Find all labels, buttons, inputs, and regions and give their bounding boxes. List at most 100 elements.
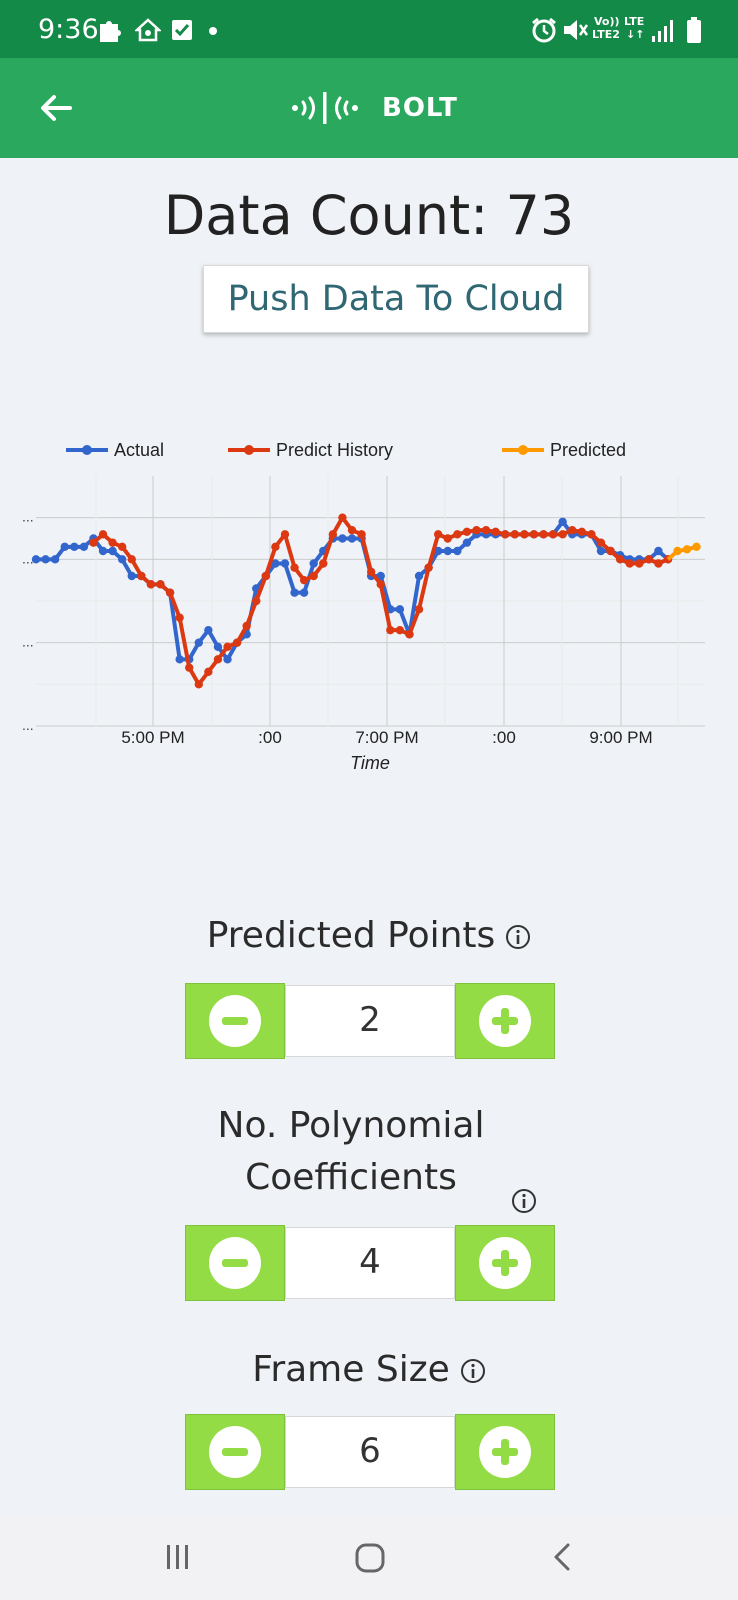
info-icon[interactable] <box>460 1358 486 1384</box>
data-point <box>481 525 491 535</box>
dot-icon <box>209 27 217 35</box>
predicted-points-stepper: 2 <box>185 983 555 1059</box>
increment-button[interactable] <box>455 983 555 1059</box>
data-point <box>328 530 338 539</box>
x-axis-title: Time <box>350 753 390 773</box>
y-tick-label: ... <box>22 717 34 733</box>
legend-item: Predict History <box>228 440 393 460</box>
data-point <box>395 625 405 635</box>
data-point <box>280 530 290 539</box>
data-point <box>89 538 98 547</box>
data-point <box>175 655 184 664</box>
signal-icon <box>652 20 673 42</box>
data-point <box>108 546 117 556</box>
frame-size-value[interactable]: 6 <box>285 1416 455 1488</box>
data-point <box>405 630 414 639</box>
polynomial-coefficients-label: No. Polynomial Coefficients <box>0 1100 738 1213</box>
decrement-button[interactable] <box>185 983 285 1059</box>
line-chart: ............ 5:00 PM:00 7:00 PM:00 9:00 PM T… <box>22 440 705 773</box>
recents-icon[interactable] <box>164 1542 192 1572</box>
info-icon[interactable] <box>511 1188 537 1214</box>
y-tick-label: ... <box>22 509 34 525</box>
x-tick-label: :00 <box>258 728 282 747</box>
increment-button[interactable] <box>455 1414 555 1490</box>
data-point <box>395 605 405 614</box>
data-point <box>357 530 366 539</box>
data-point <box>673 546 682 556</box>
data-point <box>271 542 280 552</box>
data-point <box>558 517 567 527</box>
data-point <box>558 530 567 539</box>
bolt-logo: BOLT <box>288 90 458 126</box>
data-point <box>443 546 452 556</box>
data-point <box>252 596 261 606</box>
predicted-points-text: Predicted Points <box>206 915 496 956</box>
data-point <box>127 571 136 581</box>
polynomial-coefficients-text: No. Polynomial Coefficients <box>217 1105 485 1198</box>
data-point <box>462 527 472 537</box>
data-point <box>194 638 203 647</box>
logo-text: BOLT <box>382 93 458 123</box>
data-point <box>501 530 510 539</box>
series-actual <box>31 517 673 664</box>
data-point <box>615 555 625 564</box>
frame-size-stepper: 6 <box>185 1414 555 1490</box>
data-point <box>654 546 663 556</box>
chart-grid <box>36 476 705 727</box>
data-point <box>232 638 242 647</box>
data-point <box>280 559 290 568</box>
data-point <box>443 534 452 543</box>
data-point <box>156 580 165 589</box>
data-point <box>366 567 376 577</box>
data-point <box>98 546 108 556</box>
data-point <box>433 546 443 556</box>
predicted-points-value[interactable]: 2 <box>285 985 455 1057</box>
puzzle-icon <box>100 21 121 42</box>
data-point <box>510 530 519 539</box>
x-tick-label: 5:00 PM <box>121 728 184 747</box>
polynomial-coefficients-stepper: 4 <box>185 1225 555 1301</box>
polynomial-coefficients-value[interactable]: 4 <box>285 1227 455 1299</box>
decrement-button[interactable] <box>185 1225 285 1301</box>
push-data-button[interactable]: Push Data To Cloud <box>203 265 589 333</box>
legend-marker <box>244 445 254 455</box>
volte-label-bottom: LTE2 <box>592 28 620 41</box>
status-bar: 9:36 Vo)) LTE2 LTE ↓↑ <box>0 0 738 58</box>
data-point <box>338 534 347 543</box>
data-point <box>654 559 663 568</box>
data-point <box>290 588 299 597</box>
back-nav-icon[interactable] <box>550 1542 574 1572</box>
series-line <box>666 544 698 561</box>
data-point <box>127 555 136 564</box>
data-point <box>625 559 634 568</box>
increment-button[interactable] <box>455 1225 555 1301</box>
data-point <box>596 538 606 547</box>
data-point <box>242 621 251 631</box>
data-point <box>271 559 280 568</box>
data-point <box>309 559 318 568</box>
frame-size-text: Frame Size <box>252 1349 450 1390</box>
home-icon <box>135 18 161 42</box>
back-arrow-icon[interactable] <box>36 88 76 128</box>
predicted-points-label: Predicted Points <box>0 910 738 962</box>
home-button-icon[interactable] <box>354 1542 386 1574</box>
y-tick-label: ... <box>22 634 34 650</box>
data-point <box>386 625 395 635</box>
decrement-button[interactable] <box>185 1414 285 1490</box>
data-point <box>606 546 615 556</box>
data-point <box>548 530 558 539</box>
data-point <box>70 542 79 552</box>
data-point <box>414 605 424 614</box>
data-point <box>204 667 213 677</box>
data-point <box>520 530 529 539</box>
legend-label: Predicted <box>550 440 626 460</box>
minus-circle-icon <box>209 995 261 1047</box>
system-nav-bar <box>0 1514 738 1600</box>
info-icon[interactable] <box>505 924 531 950</box>
data-point <box>60 542 69 552</box>
legend-marker <box>82 445 92 455</box>
data-point <box>146 580 156 589</box>
data-point <box>185 663 194 672</box>
legend-label: Predict History <box>276 440 393 460</box>
data-point <box>204 625 213 635</box>
